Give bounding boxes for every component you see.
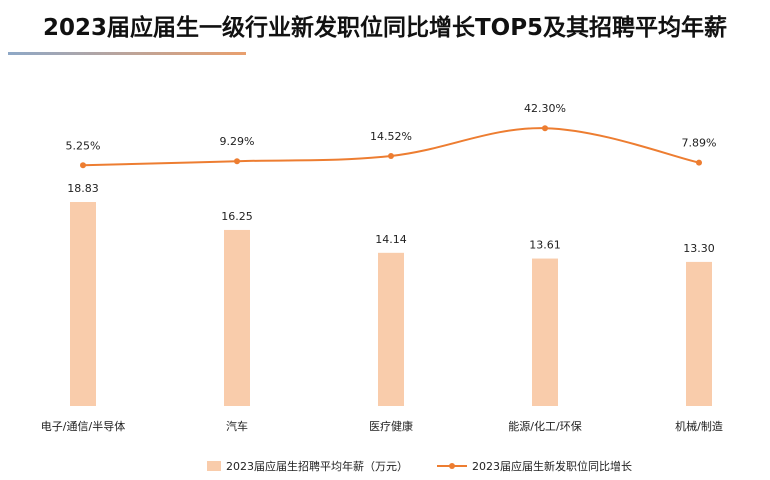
salary-bar-label: 13.61: [529, 239, 561, 252]
salary-bar: [686, 261, 712, 406]
salary-bar: [224, 229, 250, 406]
salary-bar: [378, 252, 404, 406]
growth-point-label: 42.30%: [524, 102, 566, 115]
legend-marker-growth: [449, 463, 455, 469]
x-tick-label: 医疗健康: [369, 419, 413, 433]
growth-point-label: 5.25%: [66, 139, 101, 152]
legend-label-growth: 2023届应届生新发职位同比增长: [472, 459, 632, 473]
growth-point-label: 9.29%: [220, 135, 255, 148]
growth-point-label: 7.89%: [682, 137, 717, 150]
salary-bar-label: 16.25: [221, 210, 253, 223]
growth-point: [542, 125, 548, 132]
chart-title: 2023届应届生一级行业新发职位同比增长TOP5及其招聘平均年薪: [42, 15, 728, 41]
growth-point: [234, 158, 240, 165]
salary-bar-label: 13.30: [683, 242, 715, 255]
salary-bar: [532, 258, 558, 406]
x-tick-label: 机械/制造: [675, 419, 723, 433]
growth-point: [388, 152, 394, 159]
growth-point-label: 14.52%: [370, 130, 412, 143]
salary-bar: [70, 202, 96, 406]
x-tick-label: 汽车: [226, 419, 248, 433]
legend-label-salary: 2023届应届生招聘平均年薪（万元）: [226, 459, 408, 473]
growth-point: [80, 162, 86, 169]
salary-bar-label: 14.14: [375, 233, 407, 246]
x-tick-label: 电子/通信/半导体: [41, 419, 125, 433]
growth-point: [696, 159, 702, 166]
x-tick-label: 能源/化工/环保: [508, 419, 581, 433]
salary-bar-label: 18.83: [67, 182, 99, 195]
legend-swatch-salary: [207, 461, 221, 471]
title-underline: [8, 52, 246, 55]
